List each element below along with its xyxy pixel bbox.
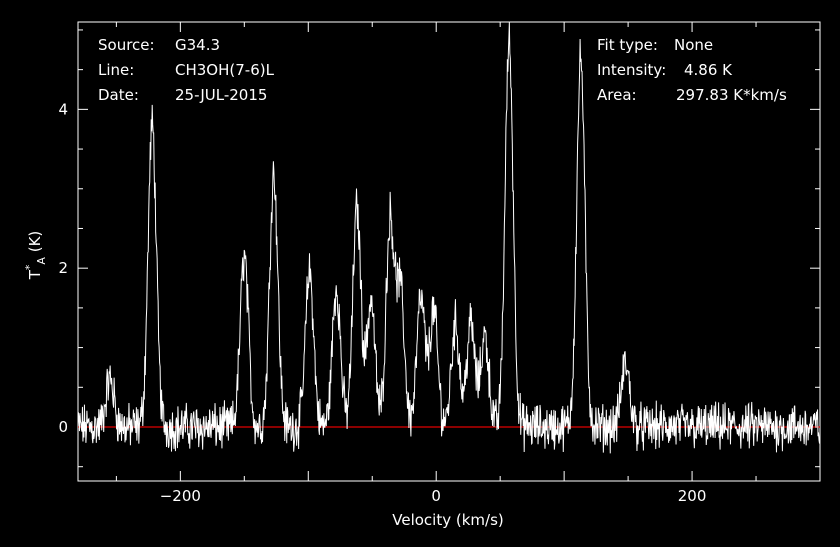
spectrum-line <box>77 21 821 454</box>
axes <box>77 21 821 482</box>
date-value: 25-JUL-2015 <box>175 86 267 104</box>
fit-type-value: None <box>674 36 713 54</box>
tick-marks <box>78 22 821 481</box>
fit-type-label: Fit type: <box>597 36 658 54</box>
y-tick-label: 4 <box>58 100 68 118</box>
line-label: Line: <box>98 61 134 79</box>
x-axis-label: Velocity (km/s) <box>392 511 503 529</box>
y-tick-label: 0 <box>58 418 68 436</box>
y-tick-label: 2 <box>58 259 68 277</box>
y-axis-superscript: * <box>23 264 36 270</box>
plot-frame <box>77 21 821 482</box>
intensity-label: Intensity: <box>597 61 666 79</box>
area-label: Area: <box>597 86 637 104</box>
y-axis-label: T*A (K) <box>23 231 48 281</box>
source-label: Source: <box>98 36 155 54</box>
y-axis-unit: (K) <box>26 231 44 257</box>
info-panel-right: Fit type: None Intensity: 4.86 K Area: 2… <box>597 36 787 104</box>
info-panel-left: Source: G34.3 Line: CH3OH(7-6)L Date: 25… <box>98 36 275 104</box>
tick-labels: −200 0 200 0 2 4 <box>58 100 706 505</box>
x-tick-label: −200 <box>160 487 201 505</box>
date-label: Date: <box>98 86 139 104</box>
y-axis-subscript: A <box>35 257 48 265</box>
area-value: 297.83 K*km/s <box>676 86 787 104</box>
line-value: CH3OH(7-6)L <box>175 61 275 79</box>
x-tick-label: 0 <box>431 487 441 505</box>
y-axis-symbol: T <box>26 269 44 280</box>
svg-text:T*A (K): T*A (K) <box>23 231 48 281</box>
intensity-value: 4.86 K <box>684 61 733 79</box>
source-value: G34.3 <box>175 36 220 54</box>
x-tick-label: 200 <box>678 487 707 505</box>
